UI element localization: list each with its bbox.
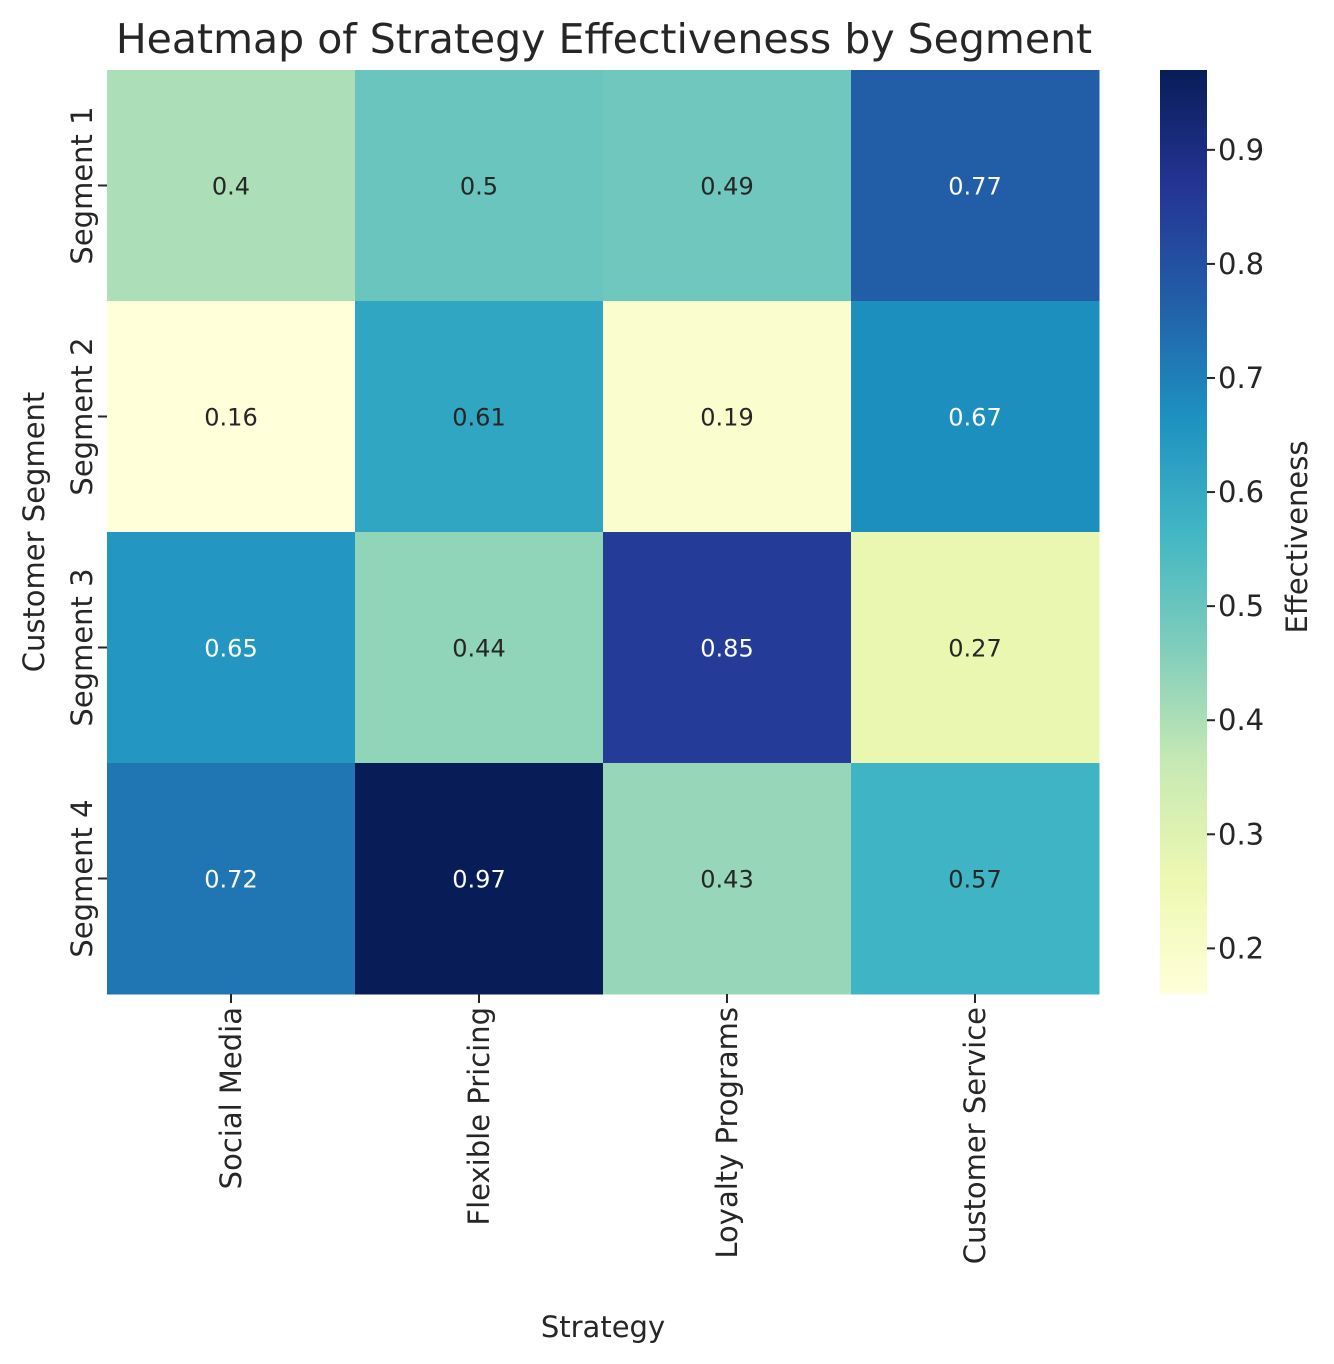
heatmap-cell (107, 763, 356, 995)
x-tick-label: Customer Service (958, 1007, 992, 1264)
chart-title: Heatmap of Strategy Effectiveness by Seg… (116, 15, 1092, 63)
colorbar-tick-label: 0.6 (1218, 475, 1264, 509)
colorbar-tick-label: 0.3 (1218, 817, 1264, 851)
heatmap-cell (603, 763, 852, 995)
cell-value-label: 0.27 (948, 635, 1001, 663)
y-tick-label: Segment 2 (65, 337, 99, 495)
cell-value-label: 0.16 (204, 404, 257, 432)
x-tick-label: Social Media (214, 1007, 248, 1189)
heatmap-cell (355, 532, 604, 764)
heatmap-cell (355, 763, 604, 995)
cell-value-label: 0.97 (452, 866, 505, 894)
cell-value-label: 0.85 (700, 635, 753, 663)
y-axis-ticks: Segment 1 Segment 2 Segment 3 Segment 4 (65, 106, 107, 958)
colorbar-ticks: 0.2 0.3 0.4 0.5 0.6 0.7 0.8 0.9 (1207, 133, 1264, 965)
cell-value-label: 0.19 (700, 404, 753, 432)
x-axis-ticks: Social Media Flexible Pricing Loyalty Prog… (214, 994, 992, 1264)
cell-value-label: 0.44 (452, 635, 505, 663)
colorbar (1160, 70, 1207, 994)
cell-value-label: 0.57 (948, 866, 1001, 894)
heatmap-cell (355, 70, 604, 302)
y-tick-label: Segment 4 (65, 799, 99, 957)
heatmap-cell (851, 532, 1100, 764)
colorbar-tick-label: 0.5 (1218, 589, 1264, 623)
heatmap-cell (851, 301, 1100, 533)
y-axis-label: Customer Segment (17, 392, 51, 673)
heatmap-cell (603, 532, 852, 764)
y-tick-label: Segment 3 (65, 568, 99, 726)
cell-value-label: 0.49 (700, 173, 753, 201)
x-axis-label: Strategy (541, 1310, 665, 1344)
cell-value-label: 0.77 (948, 173, 1001, 201)
x-tick-label: Loyalty Programs (710, 1007, 744, 1259)
heatmap-cell (603, 70, 852, 302)
heatmap-cell (107, 70, 356, 302)
colorbar-tick-label: 0.2 (1218, 931, 1264, 965)
cell-value-label: 0.61 (452, 404, 505, 432)
cell-value-label: 0.72 (204, 866, 257, 894)
x-tick-label: Flexible Pricing (462, 1007, 496, 1226)
colorbar-tick-label: 0.9 (1218, 133, 1264, 167)
cell-value-label: 0.4 (212, 173, 250, 201)
heatmap-cell (107, 301, 356, 533)
colorbar-tick-label: 0.7 (1218, 361, 1264, 395)
heatmap-cell (107, 532, 356, 764)
cell-value-label: 0.43 (700, 866, 753, 894)
heatmap-cell (355, 301, 604, 533)
cell-value-label: 0.65 (204, 635, 257, 663)
cell-value-label: 0.5 (460, 173, 498, 201)
colorbar-tick-label: 0.8 (1218, 247, 1264, 281)
cell-value-label: 0.67 (948, 404, 1001, 432)
heatmap-cell (851, 763, 1100, 995)
heatmap-cell (603, 301, 852, 533)
colorbar-label: Effectiveness (1280, 441, 1314, 634)
colorbar-tick-label: 0.4 (1218, 703, 1264, 737)
cell-labels: 0.4 0.5 0.49 0.77 0.16 0.61 0.19 0.67 0.65 0.44 0.… (204, 173, 1001, 894)
heatmap-cells (107, 70, 1100, 995)
heatmap-cell (851, 70, 1100, 302)
y-tick-label: Segment 1 (65, 106, 99, 264)
